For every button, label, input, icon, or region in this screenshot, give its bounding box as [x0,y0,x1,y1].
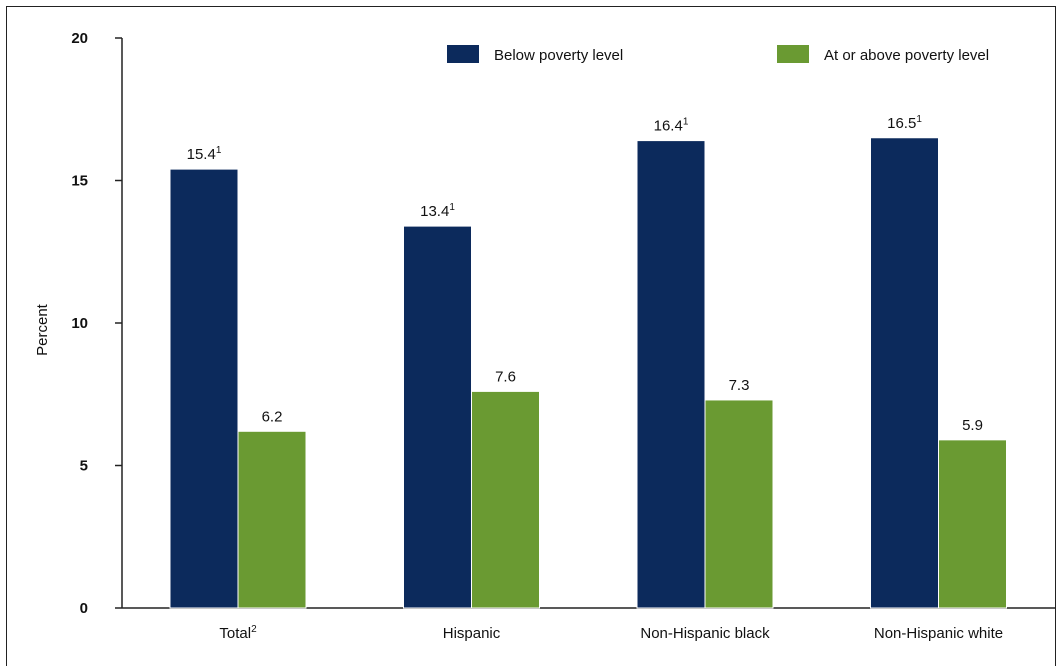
category-label: Non-Hispanic black [640,625,770,642]
y-tick-label: 20 [71,30,88,47]
data-label-value: 6.2 [262,408,283,425]
bar [870,137,939,609]
category-label: Non-Hispanic white [874,625,1003,642]
data-label-value: 16.4 [654,118,683,135]
legend-swatch [777,45,809,63]
category-label: Hispanic [443,625,501,642]
bar [636,140,706,609]
data-label-value: 15.4 [187,146,216,163]
y-tick-label: 10 [71,315,88,332]
data-label: 13.41 [420,202,455,220]
category-label-text: Hispanic [443,625,501,642]
data-label: 16.51 [887,114,922,132]
y-axis-label: Percent [34,303,51,356]
bar [237,430,307,609]
category-label: Total2 [219,624,257,642]
legend-swatch [447,45,479,63]
bar [403,225,472,609]
bar [169,168,239,609]
data-label-value: 5.9 [962,417,983,434]
data-label: 5.9 [962,417,983,434]
chart-frame [6,6,1056,666]
category-label-text: Non-Hispanic white [874,625,1003,642]
data-label: 15.41 [187,145,222,163]
footnote-marker: 1 [216,145,222,156]
footnote-marker: 1 [916,114,922,125]
footnote-marker: 1 [449,202,455,213]
footnote-marker: 1 [683,117,689,128]
data-label: 7.6 [495,368,516,385]
category-label-text: Total [219,625,251,642]
data-label-value: 7.6 [495,368,516,385]
data-label: 7.3 [729,377,750,394]
legend-label: Below poverty level [494,47,623,64]
data-label-value: 7.3 [729,377,750,394]
footnote-marker: 2 [251,624,257,635]
y-tick-label: 15 [71,173,88,190]
y-tick-label: 0 [80,600,88,617]
category-label-text: Non-Hispanic black [640,625,770,642]
y-tick-label: 5 [80,458,88,475]
legend-label: At or above poverty level [824,47,989,64]
data-label-value: 13.4 [420,203,449,220]
bar [938,439,1007,609]
bar [471,390,540,609]
data-label-value: 16.5 [887,115,916,132]
bar [704,399,774,609]
data-label: 6.2 [262,408,283,425]
data-label: 16.41 [654,117,689,135]
